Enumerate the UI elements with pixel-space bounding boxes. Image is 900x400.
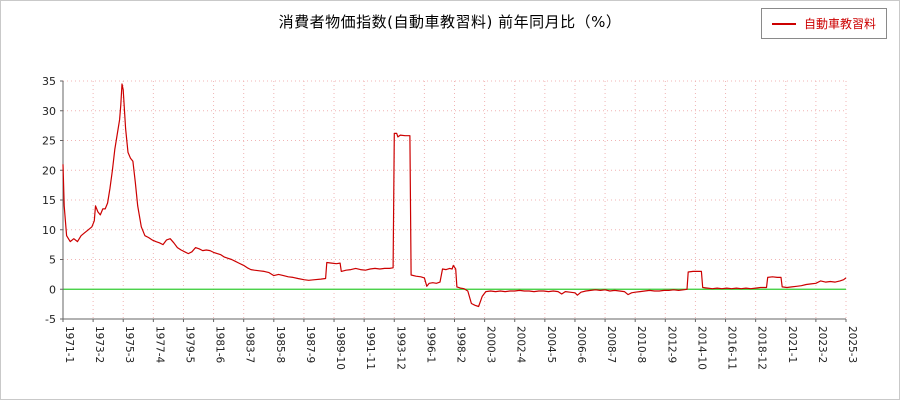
svg-text:2004-5: 2004-5 <box>545 326 557 363</box>
svg-text:1975-3: 1975-3 <box>123 326 135 363</box>
svg-text:1979-5: 1979-5 <box>183 326 195 363</box>
svg-text:1989-10: 1989-10 <box>334 326 346 370</box>
svg-text:15: 15 <box>42 194 56 207</box>
svg-text:2010-8: 2010-8 <box>635 326 647 363</box>
svg-text:1991-11: 1991-11 <box>364 326 376 370</box>
svg-text:1983-7: 1983-7 <box>244 326 256 363</box>
svg-text:2023-2: 2023-2 <box>816 326 828 363</box>
svg-text:20: 20 <box>42 164 56 177</box>
svg-text:2018-12: 2018-12 <box>756 326 768 370</box>
svg-text:2021-1: 2021-1 <box>786 326 798 363</box>
svg-text:1973-2: 1973-2 <box>93 326 105 363</box>
svg-text:2006-6: 2006-6 <box>575 326 587 364</box>
svg-text:0: 0 <box>49 283 56 296</box>
svg-text:10: 10 <box>42 224 56 237</box>
svg-text:1981-6: 1981-6 <box>214 326 226 364</box>
svg-text:1971-1: 1971-1 <box>63 326 75 363</box>
svg-text:-5: -5 <box>45 313 56 326</box>
svg-text:1977-4: 1977-4 <box>153 326 165 364</box>
svg-text:5: 5 <box>49 254 56 267</box>
svg-text:1987-9: 1987-9 <box>304 326 316 363</box>
svg-text:2014-10: 2014-10 <box>695 326 707 370</box>
svg-text:1996-1: 1996-1 <box>424 326 436 363</box>
svg-text:35: 35 <box>42 75 56 88</box>
chart-title: 消費者物価指数(自動車教習料) 前年同月比（%） <box>278 13 622 31</box>
svg-text:2002-4: 2002-4 <box>515 326 527 364</box>
legend-label: 自動車教習料 <box>803 17 876 31</box>
svg-text:2012-9: 2012-9 <box>665 326 677 363</box>
svg-text:1985-8: 1985-8 <box>274 326 286 363</box>
svg-text:1998-2: 1998-2 <box>455 326 467 363</box>
svg-text:2016-11: 2016-11 <box>726 326 738 370</box>
svg-text:30: 30 <box>42 105 56 118</box>
svg-text:2008-7: 2008-7 <box>605 326 617 363</box>
svg-text:2025-3: 2025-3 <box>846 326 858 363</box>
svg-text:1993-12: 1993-12 <box>394 326 406 370</box>
legend: 自動車教習料 <box>760 8 887 39</box>
svg-text:25: 25 <box>42 135 56 148</box>
svg-text:2000-3: 2000-3 <box>485 326 497 363</box>
legend-line-icon <box>771 22 796 25</box>
